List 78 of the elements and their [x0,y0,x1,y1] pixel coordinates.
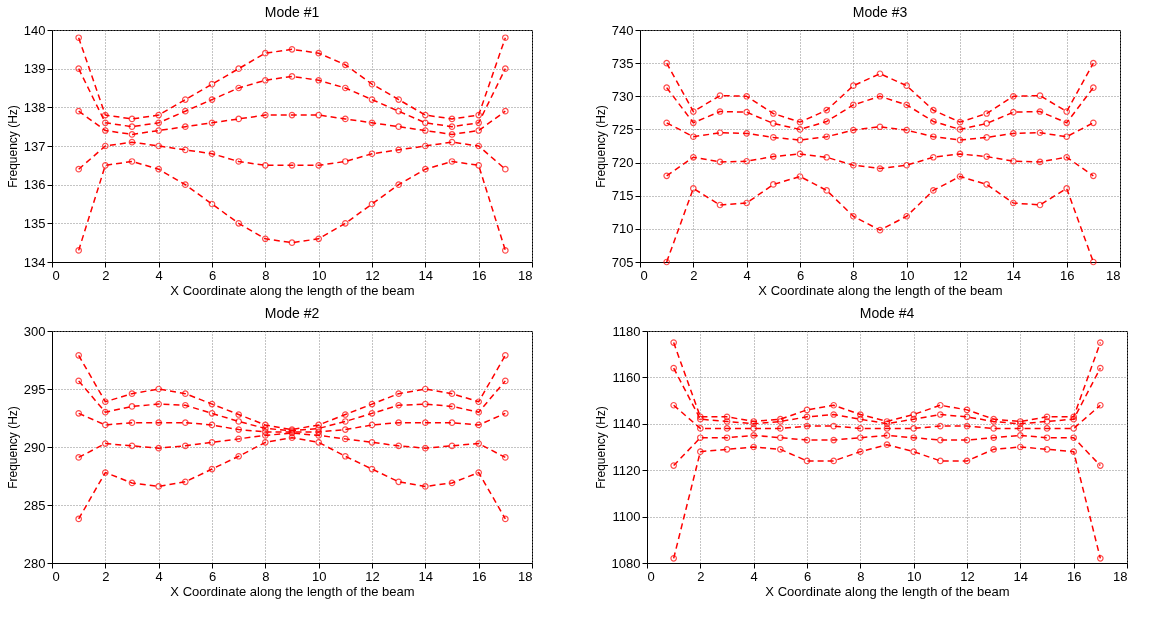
x-tick-label: 4 [155,568,163,584]
x-tick-label: 4 [750,568,758,584]
x-tick-label: 2 [102,568,110,584]
x-tick-label: 2 [102,267,110,283]
x-tick-label: 14 [418,267,434,283]
x-tick-label: 8 [262,568,270,584]
x-tick-label: 8 [262,267,270,283]
y-tick-label: 295 [23,381,46,397]
x-tick-label: 6 [803,568,812,584]
x-tick-label: 6 [208,267,217,283]
chart-title: Mode #1 [264,4,320,20]
x-axis-title: X Coordinate along the length of the beam [765,583,1010,599]
x-tick-label: 6 [208,568,217,584]
x-axis-title: X Coordinate along the length of the beam [170,583,415,599]
x-tick-label: 10 [311,267,327,283]
y-tick-label: 1100 [612,509,641,525]
x-tick-label: 18 [1113,568,1128,584]
y-tick-label: 725 [611,121,634,137]
x-tick-label: 4 [155,267,163,283]
y-tick-label: 720 [611,155,634,171]
x-tick-label: 12 [365,568,380,584]
x-tick-label: 0 [52,568,60,584]
y-tick-label: 139 [23,61,46,77]
x-tick-label: 8 [857,568,865,584]
y-tick-label: 140 [23,22,46,38]
x-tick-label: 14 [1013,568,1029,584]
x-tick-label: 0 [640,267,648,283]
y-tick-label: 715 [611,188,634,204]
x-tick-label: 2 [697,568,705,584]
y-tick-label: 1160 [612,369,641,385]
y-tick-label: 137 [23,138,46,154]
x-tick-label: 8 [850,267,858,283]
y-tick-label: 290 [23,439,46,455]
x-tick-label: 16 [1059,267,1075,283]
x-tick-label: 12 [953,267,968,283]
y-axis-title: Frequency (Hz) [5,406,20,489]
y-tick-label: 1140 [612,416,641,432]
x-tick-label: 14 [418,568,434,584]
x-axis-title: X Coordinate along the length of the beam [758,282,1003,298]
y-axis-title: Frequency (Hz) [593,105,608,188]
x-axis-title: X Coordinate along the length of the beam [170,282,415,298]
y-tick-label: 740 [611,22,634,38]
y-tick-label: 280 [23,555,46,571]
x-tick-label: 16 [471,267,487,283]
x-tick-label: 0 [52,267,60,283]
x-tick-label: 0 [647,568,655,584]
chart-title: Mode #2 [264,305,320,321]
x-tick-label: 16 [1066,568,1082,584]
y-axis-title: Frequency (Hz) [593,406,608,489]
y-tick-label: 730 [611,88,634,104]
x-tick-label: 12 [960,568,975,584]
x-tick-label: 10 [899,267,915,283]
x-tick-label: 10 [311,568,327,584]
x-tick-label: 16 [471,568,487,584]
y-tick-label: 710 [611,221,634,237]
chart-title: Mode #3 [852,4,908,20]
y-tick-label: 300 [23,323,46,339]
x-tick-label: 14 [1006,267,1022,283]
x-tick-label: 18 [518,267,533,283]
y-tick-label: 1080 [611,555,641,571]
x-tick-label: 6 [796,267,805,283]
y-tick-label: 1120 [612,462,641,478]
x-tick-label: 2 [690,267,698,283]
x-tick-label: 12 [365,267,380,283]
x-tick-label: 10 [906,568,922,584]
y-tick-label: 134 [23,254,46,270]
y-axis-title: Frequency (Hz) [5,105,20,188]
y-tick-label: 135 [23,215,46,231]
chart-title: Mode #4 [859,305,915,321]
x-tick-label: 18 [518,568,533,584]
y-tick-label: 285 [23,497,46,513]
y-tick-label: 138 [23,99,46,115]
x-tick-label: 4 [743,267,751,283]
y-tick-label: 735 [611,55,634,71]
y-tick-label: 705 [611,254,634,270]
x-tick-label: 18 [1106,267,1121,283]
y-tick-label: 1180 [612,323,641,339]
y-tick-label: 136 [23,177,46,193]
